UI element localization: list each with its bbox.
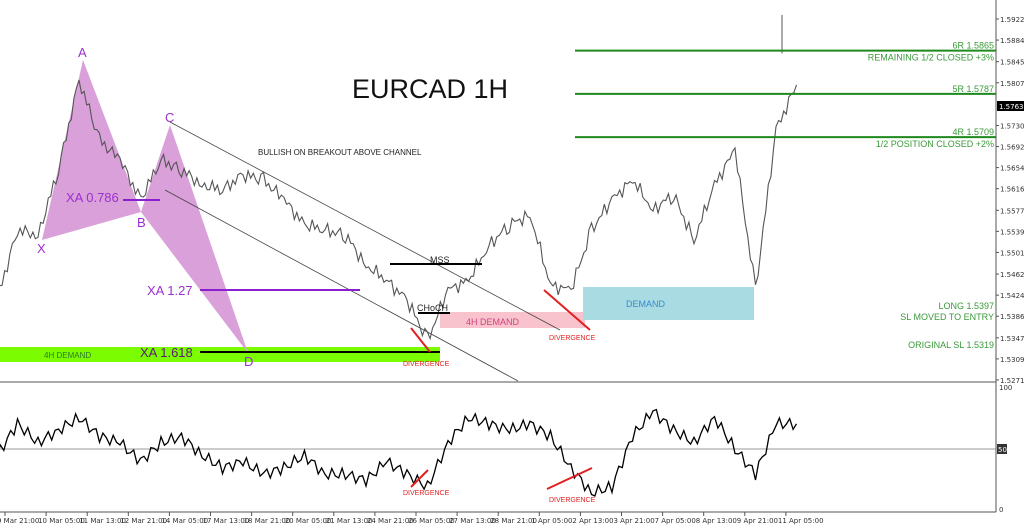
x-tick-label: 17 Mar 13:00 bbox=[203, 517, 250, 525]
y-tick-label: 1.53090 bbox=[1000, 356, 1024, 364]
sl-moved-note: SL MOVED TO ENTRY bbox=[900, 312, 994, 322]
y-tick-label: 1.57300 bbox=[1000, 122, 1024, 130]
choch-label: CHoCH bbox=[417, 303, 448, 313]
x-tick-label: 14 Mar 05:00 bbox=[161, 517, 208, 525]
osc-level-box bbox=[997, 444, 1007, 454]
divergence-label-osc-1: DIVERGENCE bbox=[403, 490, 450, 497]
point-d-label: D bbox=[244, 354, 253, 369]
y-tick-label: 1.56920 bbox=[1000, 144, 1024, 152]
x-tick-label: 20 Mar 05:00 bbox=[285, 517, 332, 525]
y-tick-label: 1.56160 bbox=[1000, 186, 1024, 194]
y-tick-label: 1.54620 bbox=[1000, 271, 1024, 279]
x-tick-label: 27 Mar 13:00 bbox=[449, 517, 496, 525]
divergence-label-price-2: DIVERGENCE bbox=[549, 335, 596, 342]
xa-1618-label: XA 1.618 bbox=[140, 345, 193, 360]
x-tick-label: 10 Mar 05:00 bbox=[38, 517, 85, 525]
x-tick-label: 9 Mar 21:00 bbox=[0, 517, 39, 525]
y-tick-label: 1.58840 bbox=[1000, 37, 1024, 45]
osc-tick-100: 100 bbox=[999, 384, 1012, 392]
y-tick-label: 1.55770 bbox=[1000, 207, 1024, 215]
xa-127-label: XA 1.27 bbox=[147, 283, 193, 298]
y-tick-label: 1.59220 bbox=[1000, 16, 1024, 24]
x-tick-label: 3 Apr 21:00 bbox=[614, 517, 655, 525]
divergence-line-price-2 bbox=[543, 289, 591, 331]
target-level-note: REMAINING 1/2 CLOSED +3% bbox=[868, 53, 994, 63]
osc-tick-50: 50 bbox=[998, 446, 1007, 454]
zone-4h-demand-pink-label: 4H DEMAND bbox=[466, 317, 520, 327]
oscillator-series bbox=[0, 408, 798, 497]
zone-4h-demand-green bbox=[0, 347, 440, 362]
y-tick-label: 1.58450 bbox=[1000, 59, 1024, 67]
y-tick-label: 1.56540 bbox=[1000, 165, 1024, 173]
divergence-line-osc-2 bbox=[546, 467, 593, 490]
x-tick-label: 12 Mar 21:00 bbox=[120, 517, 167, 525]
zone-4h-demand-green-label: 4H DEMAND bbox=[44, 351, 91, 360]
y-tick-label: 1.55010 bbox=[1000, 249, 1024, 257]
chart-title: EURCAD 1H bbox=[352, 74, 508, 104]
x-tick-label: 18 Mar 21:00 bbox=[244, 517, 291, 525]
point-a-label: A bbox=[78, 45, 87, 60]
x-tick-label: 9 Apr 21:00 bbox=[737, 517, 778, 525]
channel-upper-line bbox=[169, 121, 561, 331]
x-tick-label: 11 Mar 13:00 bbox=[79, 517, 126, 525]
x-tick-label: 1 Apr 05:00 bbox=[531, 517, 572, 525]
y-tick-label: 1.55390 bbox=[1000, 228, 1024, 236]
target-level-label: 6R 1.5865 bbox=[952, 41, 994, 51]
target-level-label: 5R 1.5787 bbox=[952, 84, 994, 94]
pattern-xab-triangle bbox=[42, 60, 141, 240]
original-sl-note: ORIGINAL SL 1.5319 bbox=[908, 340, 994, 350]
x-tick-label: 11 Apr 05:00 bbox=[778, 517, 824, 525]
y-tick-label: 1.54240 bbox=[1000, 292, 1024, 300]
y-tick-label: 1.53860 bbox=[1000, 313, 1024, 321]
osc-tick-0: 0 bbox=[999, 506, 1003, 514]
channel-lower-line bbox=[164, 189, 519, 382]
xa-0786-label: XA 0.786 bbox=[66, 190, 119, 205]
x-tick-label: 24 Mar 21:00 bbox=[367, 517, 414, 525]
point-c-label: C bbox=[165, 110, 174, 125]
point-x-label: X bbox=[37, 241, 46, 256]
divergence-label-price-1: DIVERGENCE bbox=[403, 361, 450, 368]
x-tick-label: 8 Apr 13:00 bbox=[696, 517, 737, 525]
zone-demand-blue bbox=[583, 287, 754, 320]
y-tick-label: 1.52710 bbox=[1000, 377, 1024, 385]
x-tick-label: 26 Mar 05:00 bbox=[408, 517, 455, 525]
price-line bbox=[0, 79, 798, 341]
target-level-label: 4R 1.5709 bbox=[952, 127, 994, 137]
target-level-note: 1/2 POSITION CLOSED +2% bbox=[876, 139, 994, 149]
zone-demand-blue-label: DEMAND bbox=[626, 299, 666, 309]
x-tick-label: 7 Apr 05:00 bbox=[655, 517, 696, 525]
price-series bbox=[0, 15, 798, 341]
mss-label: MSS bbox=[430, 255, 450, 265]
divergence-label-osc-2: DIVERGENCE bbox=[549, 497, 596, 504]
x-tick-label: 28 Mar 21:00 bbox=[490, 517, 537, 525]
long-entry-note: LONG 1.5397 bbox=[938, 301, 994, 311]
divergence-line-price-1 bbox=[410, 327, 431, 353]
x-tick-label: 21 Mar 13:00 bbox=[326, 517, 373, 525]
divergence-line-osc-1 bbox=[410, 469, 429, 488]
x-tick-label: 2 Apr 13:00 bbox=[572, 517, 613, 525]
current-price-box bbox=[997, 101, 1024, 111]
current-price-label: 1.57633 bbox=[999, 103, 1024, 111]
y-tick-label: 1.58070 bbox=[1000, 80, 1024, 88]
pattern-bcd-triangle bbox=[141, 125, 248, 353]
channel-annotation: BULLISH ON BREAKOUT ABOVE CHANNEL bbox=[258, 148, 422, 157]
y-tick-label: 1.53470 bbox=[1000, 335, 1024, 343]
oscillator-line bbox=[0, 408, 798, 497]
point-b-label: B bbox=[137, 215, 146, 230]
